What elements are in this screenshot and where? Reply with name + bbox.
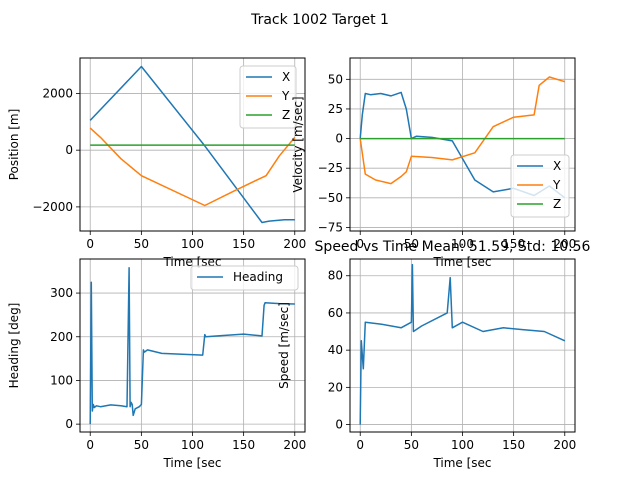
y-axis-label: Heading [deg] [7,303,21,389]
x-tick-label: 150 [232,438,255,452]
legend-box [510,154,570,218]
y-tick-label: 100 [50,373,73,387]
legend-entry: Heading [233,270,283,284]
y-tick-label: −75 [318,220,343,234]
x-tick-label: 0 [356,237,364,251]
x-tick-label: 150 [232,237,255,251]
x-tick-label: 200 [553,237,576,251]
legend-entry: Z [282,108,290,122]
series-line-y [359,76,566,185]
x-tick-label: 0 [86,237,94,251]
plot-frame [79,258,306,433]
y-tick-label: 40 [328,343,343,357]
series-group [359,263,566,425]
x-tick-label: 100 [181,237,204,251]
x-tick-label: 50 [134,438,149,452]
y-axis-label: Velocity [m/sec] [291,96,305,192]
y-tick-label: −50 [318,191,343,205]
y-tick-label: 50 [328,72,343,86]
y-tick-label: 0 [65,417,73,431]
plot-frame [349,57,576,232]
series-line-y [89,127,296,207]
y-tick-label: 0 [335,132,343,146]
figure-title: Track 1002 Target 1 [250,12,389,28]
x-tick-label: 100 [451,237,474,251]
plot-frame [79,57,306,232]
y-axis-label: Position [m] [7,109,21,181]
x-tick-label: 200 [283,237,306,251]
x-axis-label: Time [sec [432,456,491,470]
legend-entry: X [282,70,290,84]
y-tick-label: 200 [50,330,73,344]
legend: XYZ [239,65,297,129]
y-tick-label: 25 [328,102,343,116]
series-group [89,266,295,425]
y-tick-label: 20 [328,380,343,394]
x-tick-label: 50 [134,237,149,251]
x-tick-label: 150 [502,438,525,452]
y-axis-label: Speed [m/sec] [277,302,291,389]
legend-entry: X [553,159,561,173]
subplot-2: 0 50 100 150 200 −75 −50 −25 0 25 50 Time [sec Veloc… [291,57,576,269]
x-tick-label: 200 [553,438,576,452]
y-tick-label: 80 [328,269,343,283]
x-tick-label: 100 [451,438,474,452]
x-tick-label: 0 [356,438,364,452]
x-tick-label: 50 [404,237,419,251]
subplot-3: 0 50 100 150 200 0 100 200 300 Time [sec Heading [… [7,258,306,470]
x-tick-label: 150 [502,237,525,251]
x-tick-label: 100 [181,438,204,452]
subplot-title: Speed vs Time Mean: 51.59, Std: 10.56 [315,239,591,255]
x-tick-label: 50 [404,438,419,452]
series-line-heading [89,266,295,425]
legend: XYZ [510,154,570,218]
x-tick-label: 0 [86,438,94,452]
legend-entry: Y [281,89,290,103]
y-tick-label: 0 [335,418,343,432]
plot-frame [349,258,576,433]
y-tick-label: −25 [318,161,343,175]
x-axis-label: Time [sec [432,255,491,269]
legend-entry: Y [552,178,561,192]
series-line-x [89,65,295,224]
y-tick-label: 60 [328,306,343,320]
x-tick-label: 200 [283,438,306,452]
series-group [89,65,296,224]
legend-box [239,65,297,129]
y-tick-label: −2000 [32,200,73,214]
legend: Heading [190,265,299,291]
legend-box [190,265,299,291]
legend-entry: Z [553,197,561,211]
subplot-4: 0 50 100 150 200 0 20 40 60 80 Time [sec Speed [m/s… [277,239,591,470]
x-axis-label: Time [sec [162,456,221,470]
y-tick-label: 2000 [42,86,73,100]
y-tick-label: 0 [65,143,73,157]
series-line-speed [359,263,566,425]
y-tick-label: 300 [50,286,73,300]
